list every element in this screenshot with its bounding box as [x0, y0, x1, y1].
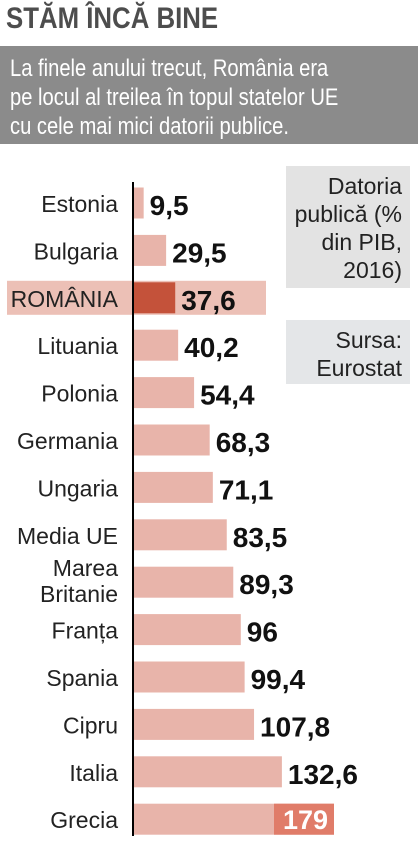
value-label: 54,4	[200, 380, 255, 411]
category-label: Italia	[69, 760, 118, 786]
bar	[133, 566, 234, 598]
measure-line: 2016)	[343, 257, 402, 283]
bar	[133, 614, 241, 646]
measure-label-box: Datoria publică (% din PIB, 2016)	[286, 166, 410, 288]
value-label: 179	[283, 805, 328, 835]
category-label: Estonia	[41, 191, 118, 217]
value-label: 71,1	[219, 474, 274, 505]
bar	[133, 282, 176, 314]
category-label: Grecia	[50, 807, 118, 833]
value-label: 107,8	[260, 711, 330, 742]
category-label: Spania	[46, 665, 118, 691]
bar	[133, 329, 179, 361]
category-label: Polonia	[41, 381, 118, 407]
category-label: Bulgaria	[34, 238, 119, 264]
value-label: 99,4	[251, 664, 306, 695]
bar	[133, 377, 195, 409]
source-line: Eurostat	[316, 355, 402, 381]
bar	[133, 187, 144, 219]
category-label: ROMÂNIA	[11, 286, 119, 312]
chart-subtitle: La finele anului trecut, România era pe …	[10, 55, 339, 140]
bar	[133, 661, 245, 693]
value-label: 96	[247, 617, 278, 648]
value-label: 9,5	[150, 190, 189, 221]
source-line: Sursa:	[335, 327, 402, 353]
value-label: 83,5	[233, 522, 288, 553]
category-label: Franța	[52, 618, 119, 644]
bar-value-highlight	[274, 803, 334, 835]
value-label: 29,5	[172, 237, 227, 268]
bar	[133, 424, 210, 456]
category-label: Lituania	[37, 333, 118, 359]
value-label: 37,6	[181, 285, 236, 316]
category-label: Marea Britanie	[40, 555, 118, 607]
subtitle-box: La finele anului trecut, România era pe …	[0, 46, 418, 144]
category-label: Ungaria	[37, 475, 118, 501]
category-label: Germania	[17, 428, 118, 454]
chart-title: STĂM ÎNCĂ BINE	[6, 2, 219, 35]
category-label: Cipru	[63, 712, 118, 738]
category-label: Media UE	[17, 523, 118, 549]
measure-line: publică (%	[294, 201, 402, 227]
measure-line: din PIB,	[321, 229, 402, 255]
value-label: 132,6	[288, 759, 358, 790]
source-label-box: Sursa: Eurostat	[286, 320, 410, 384]
bar	[133, 519, 227, 551]
bar	[133, 756, 282, 788]
value-label: 68,3	[216, 427, 270, 458]
bar	[133, 471, 213, 503]
bar	[133, 234, 167, 266]
measure-line: Datoria	[327, 173, 402, 199]
value-label: 89,3	[239, 569, 294, 600]
value-label: 40,2	[184, 332, 239, 363]
bar	[133, 708, 255, 740]
